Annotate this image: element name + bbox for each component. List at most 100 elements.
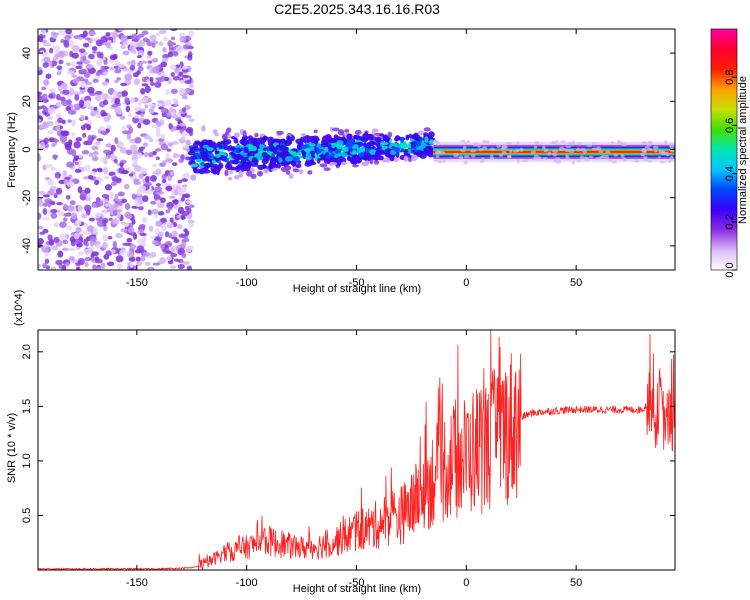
noise-mark — [39, 141, 46, 148]
signal-mark — [311, 161, 317, 165]
noise-mark — [181, 184, 188, 188]
signal-mark — [329, 126, 334, 133]
noise-mark — [149, 76, 154, 83]
tone-halo-mark — [567, 141, 572, 146]
noise-mark — [84, 204, 92, 212]
noise-mark — [171, 141, 179, 145]
noise-mark — [124, 97, 129, 104]
signal-mark — [374, 136, 382, 143]
noise-mark — [129, 97, 135, 104]
tone-halo-mark — [552, 153, 558, 157]
tone-halo-mark — [653, 145, 659, 149]
signal-mark — [428, 131, 435, 138]
tone-halo-mark — [547, 151, 551, 156]
tone-halo-mark — [437, 160, 443, 164]
noise-mark — [126, 237, 133, 243]
tone-halo-mark — [530, 150, 536, 154]
tone-halo-mark — [564, 148, 571, 153]
signal-mark — [392, 147, 401, 152]
noise-mark — [138, 206, 144, 211]
noise-mark — [60, 130, 69, 137]
noise-mark — [65, 194, 71, 200]
noise-mark — [152, 150, 157, 156]
signal-mark — [415, 136, 422, 142]
noise-mark — [183, 144, 191, 149]
noise-mark — [71, 132, 76, 137]
noise-mark — [181, 74, 189, 79]
noise-mark — [116, 211, 122, 219]
colorbar-tick-label: 0.2 — [724, 214, 736, 229]
noise-mark — [77, 186, 83, 194]
noise-mark — [127, 226, 135, 234]
signal-mark — [313, 129, 318, 134]
noise-mark — [109, 66, 115, 71]
snr-x-label: Height of straight line (km) — [293, 583, 421, 595]
signal-mark — [285, 170, 291, 175]
noise-mark — [184, 205, 190, 211]
noise-mark — [141, 60, 148, 64]
signal-mark — [411, 134, 417, 140]
noise-mark — [68, 247, 76, 252]
noise-mark — [120, 44, 126, 50]
signal-mark — [247, 135, 253, 140]
noise-mark — [100, 130, 107, 135]
noise-mark — [92, 264, 97, 270]
spectrogram-y-tick-label: -20 — [21, 190, 33, 206]
signal-mark — [293, 156, 300, 163]
noise-mark — [38, 225, 43, 230]
noise-mark — [108, 191, 114, 200]
noise-mark — [181, 132, 186, 139]
noise-mark — [104, 203, 111, 207]
noise-mark — [133, 78, 141, 86]
tone-halo-mark — [661, 151, 666, 156]
noise-mark — [154, 81, 162, 88]
noise-mark — [95, 71, 101, 76]
signal-mark — [233, 137, 239, 144]
noise-mark — [41, 86, 47, 91]
tone-halo-mark — [501, 150, 507, 155]
spectrogram-y-label: Frequency (Hz) — [6, 112, 18, 188]
noise-mark — [95, 212, 101, 219]
tone-halo-mark — [608, 158, 612, 162]
noise-mark — [48, 239, 55, 246]
tone-halo-mark — [485, 140, 490, 144]
noise-mark — [147, 60, 153, 64]
noise-mark — [112, 209, 118, 217]
noise-mark — [41, 39, 48, 44]
noise-mark — [145, 176, 150, 183]
noise-mark — [63, 40, 69, 47]
signal-mark — [214, 150, 219, 156]
noise-mark — [121, 130, 130, 135]
noise-mark — [167, 51, 174, 58]
noise-mark — [120, 221, 126, 225]
snr-x-tick-label: -50 — [349, 577, 365, 589]
noise-mark — [155, 199, 161, 205]
noise-mark — [165, 209, 171, 214]
tone-halo-mark — [659, 160, 666, 164]
noise-mark — [42, 202, 49, 207]
tone-halo-mark — [459, 149, 466, 152]
signal-mark — [351, 150, 357, 156]
tone-halo-mark — [522, 159, 529, 163]
noise-mark — [167, 205, 173, 211]
noise-mark — [83, 71, 91, 78]
noise-mark — [41, 98, 49, 103]
noise-mark — [60, 233, 67, 241]
signal-mark — [395, 151, 400, 158]
tone-halo-mark — [591, 141, 596, 146]
noise-mark — [123, 183, 130, 190]
tone-halo-mark — [647, 160, 652, 163]
signal-mark — [342, 146, 348, 153]
noise-mark — [105, 32, 111, 37]
noise-mark — [170, 88, 178, 94]
signal-mark — [282, 151, 290, 156]
snr-x-tick-label: 50 — [570, 577, 582, 589]
signal-mark — [357, 158, 362, 163]
noise-mark — [55, 112, 62, 119]
noise-mark — [62, 170, 67, 176]
noise-mark — [84, 242, 89, 247]
noise-mark — [104, 184, 113, 191]
signal-mark — [234, 165, 241, 173]
signal-mark — [356, 149, 361, 154]
tone-halo-mark — [466, 140, 470, 143]
